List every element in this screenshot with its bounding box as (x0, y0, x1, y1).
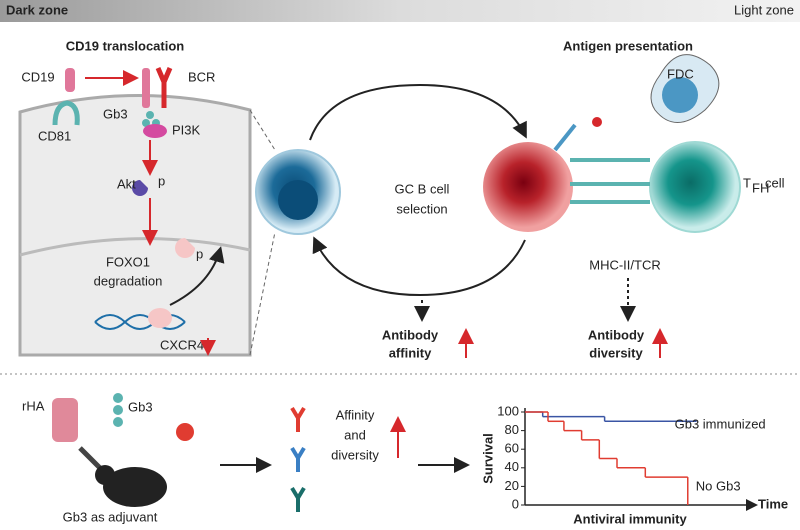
degradation-label: degradation (94, 273, 163, 288)
panel-title: CD19 translocation (66, 38, 185, 53)
adjuvant-panel: rHA Gb3 Gb3 as adjuvant Affinity and div… (22, 393, 470, 524)
result-label: and (344, 427, 366, 442)
phospho-label: p (158, 173, 165, 188)
cd81-label: CD81 (38, 128, 71, 143)
result-label: diversity (331, 447, 379, 462)
chart-title: Antiviral immunity (573, 511, 687, 526)
panel-title: Antigen presentation (563, 38, 693, 53)
selection-cycle: GC B cell selection Antigen presentation… (255, 38, 785, 360)
translocation-panel: CD19 translocation CD19 BCR CD81 Gb3 PI3… (18, 38, 276, 357)
phospho-label: p (196, 246, 203, 261)
outcome-label: affinity (389, 345, 432, 360)
header-bar: Dark zone Light zone (0, 0, 800, 22)
legend-entry: Gb3 immunized (675, 417, 766, 432)
legend-entry: No Gb3 (696, 479, 741, 494)
header-right: Light zone (734, 2, 794, 17)
outcome-label: Antibody (382, 327, 439, 342)
result-label: Affinity (336, 407, 375, 422)
y-tick-label: 0 (512, 496, 519, 511)
y-tick-label: 100 (497, 403, 519, 418)
caption: Gb3 as adjuvant (63, 509, 158, 524)
tfh-label: FH (752, 180, 769, 195)
fdc-label: FDC (667, 66, 694, 81)
cd19-label: CD19 (21, 69, 54, 84)
y-tick-label: 20 (505, 478, 519, 493)
y-tick-label: 80 (505, 422, 519, 437)
rha-label: rHA (22, 398, 45, 413)
y-axis-label: Survival (480, 433, 495, 484)
bcr-label: BCR (188, 69, 215, 84)
foxo1-label: FOXO1 (106, 254, 150, 269)
mhc-label: MHC-II/TCR (589, 257, 661, 272)
header-left: Dark zone (6, 2, 68, 17)
gb3-label: Gb3 (103, 106, 128, 121)
y-tick-label: 60 (505, 441, 519, 456)
outcome-label: diversity (589, 345, 643, 360)
cxcr4-label: CXCR4 (160, 337, 204, 352)
y-tick-label: 40 (505, 459, 519, 474)
selection-label: selection (396, 201, 447, 216)
pi3k-label: PI3K (172, 122, 201, 137)
selection-label: GC B cell (395, 181, 450, 196)
tfh-label: T (743, 175, 751, 190)
akt-label: Akt (117, 176, 136, 191)
x-axis-label: Time (758, 496, 788, 511)
gb3-label: Gb3 (128, 399, 153, 414)
outcome-label: Antibody (588, 327, 645, 342)
tfh-label: cell (765, 175, 785, 190)
